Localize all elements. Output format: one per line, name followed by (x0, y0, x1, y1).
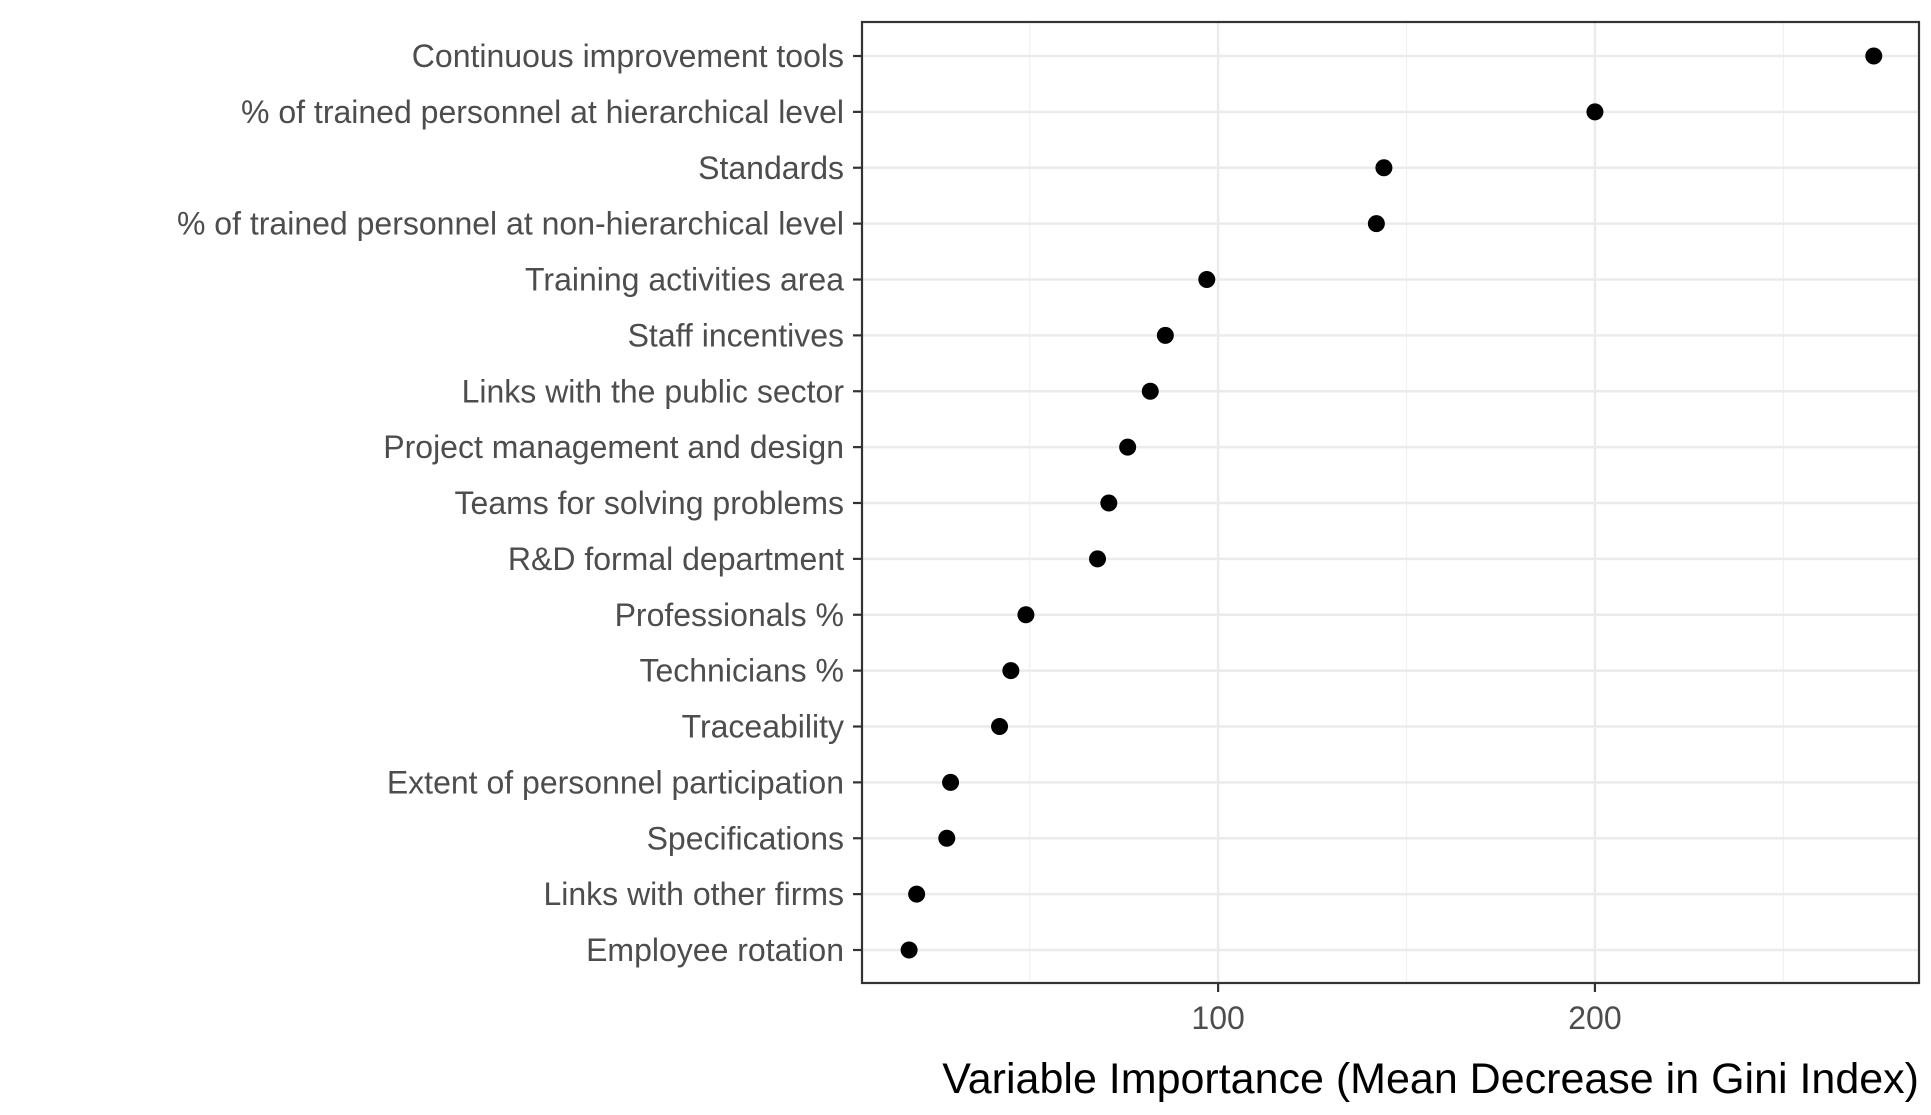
y-category-label: Extent of personnel participation (387, 764, 844, 800)
x-tick-label: 100 (1191, 1000, 1244, 1036)
y-category-label: Standards (698, 150, 844, 186)
y-category-label: Technicians % (639, 653, 844, 689)
data-point (991, 718, 1009, 735)
y-category-label: Teams for solving problems (455, 485, 844, 521)
data-point (1141, 382, 1159, 400)
data-point (1367, 215, 1385, 233)
data-point (1002, 662, 1020, 680)
y-axis-category-labels: Continuous improvement tools % of trained… (177, 38, 844, 968)
data-point (1017, 606, 1035, 624)
data-point (1198, 271, 1216, 288)
data-points (900, 47, 1883, 959)
data-point (1156, 326, 1174, 344)
data-point (1089, 550, 1107, 568)
y-category-label: % of trained personnel at hierarchical l… (241, 94, 844, 130)
data-point (1100, 494, 1118, 512)
x-axis-ticks (1217, 983, 1597, 992)
y-category-label: Employee rotation (586, 932, 844, 968)
y-category-label: Continuous improvement tools (412, 38, 844, 74)
y-category-label: Links with the public sector (462, 373, 845, 409)
y-category-label: Traceability (682, 709, 844, 745)
y-category-label: R&D formal department (508, 541, 844, 577)
y-category-label: % of trained personnel at non-hierarchic… (177, 206, 844, 242)
data-point (1375, 159, 1393, 177)
x-axis-tick-labels: 100 200 (1191, 1000, 1621, 1036)
data-point (1865, 47, 1883, 65)
data-point (1119, 438, 1137, 456)
y-category-label: Staff incentives (628, 317, 844, 353)
y-category-label: Professionals % (615, 597, 844, 633)
y-category-label: Project management and design (383, 429, 844, 465)
data-point (938, 829, 956, 847)
x-axis-title: Variable Importance (Mean Decrease in Gi… (942, 1055, 1919, 1103)
x-tick-label: 200 (1568, 1000, 1621, 1036)
data-point (908, 885, 926, 903)
data-point (900, 941, 918, 959)
y-category-label: Specifications (647, 820, 844, 856)
y-axis-ticks (853, 54, 862, 952)
y-category-label: Links with other firms (543, 876, 844, 912)
y-category-label: Training activities area (525, 262, 844, 298)
major-gridlines (862, 22, 1919, 983)
data-point (942, 773, 960, 791)
data-point (1586, 103, 1604, 121)
